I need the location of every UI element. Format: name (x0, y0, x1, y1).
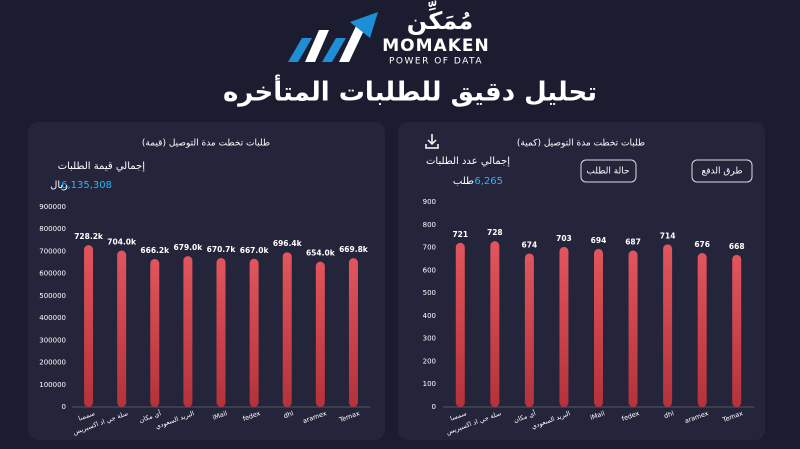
y-tick-label: 400 (423, 312, 436, 320)
kpi-value: 6,265 (474, 176, 503, 187)
bar (249, 258, 259, 407)
bar (282, 252, 292, 407)
kpi-label: إجمالي عدد الطلبات (426, 156, 510, 167)
bar (216, 257, 226, 407)
logo-tagline: POWER OF DATA (389, 57, 483, 67)
y-tick-label: 600000 (39, 270, 66, 278)
y-tick-label: 0 (432, 403, 436, 411)
panel (398, 122, 765, 440)
bar (628, 250, 638, 407)
chart-title: طلبات تخطت مدة التوصيل (كمية) (517, 139, 645, 149)
value-label: 668 (729, 242, 745, 251)
bar (732, 254, 742, 407)
filter-button[interactable] (691, 159, 753, 183)
bar (348, 258, 358, 407)
value-label: 679.0k (174, 243, 204, 252)
button-label[interactable]: طرق الدفع (701, 167, 742, 177)
download-icon[interactable] (425, 134, 439, 149)
value-label: 728 (487, 228, 503, 237)
bar (117, 250, 127, 407)
value-label: 669.8k (339, 245, 369, 254)
x-tick-label: dhl (282, 409, 294, 420)
value-label: 666.2k (140, 246, 170, 255)
y-tick-label: 900000 (39, 203, 66, 211)
page-title: تحليل دقيق للطلبات المتأخره (223, 75, 597, 108)
kpi-value: 6,135,308 (61, 180, 112, 191)
bar (524, 253, 534, 407)
y-tick-label: 800 (423, 221, 436, 229)
y-tick-label: 700 (423, 244, 436, 252)
kpi-label: إجمالي قيمة الطلبات (58, 161, 146, 172)
bar (490, 241, 500, 407)
value-label: 674 (522, 240, 538, 249)
value-label: 654.0k (306, 249, 336, 258)
bar (697, 253, 707, 407)
value-label: 696.4k (273, 239, 303, 248)
value-label: 687 (625, 238, 641, 247)
bar (315, 261, 325, 407)
y-tick-label: 100 (423, 380, 436, 388)
y-tick-label: 0 (62, 403, 66, 411)
y-tick-label: 700000 (39, 247, 66, 255)
y-tick-label: 300 (423, 335, 436, 343)
bar (594, 248, 603, 407)
y-tick-label: 500 (423, 289, 436, 297)
y-tick-label: 400000 (39, 314, 66, 322)
y-tick-label: 100000 (39, 381, 66, 389)
value-label: 704.0k (107, 238, 137, 247)
y-tick-label: 200000 (39, 359, 66, 367)
y-tick-label: 200 (423, 357, 436, 365)
y-tick-label: 600 (423, 266, 436, 274)
bar (150, 258, 160, 407)
value-label: 694 (591, 236, 607, 245)
y-tick-label: 800000 (39, 225, 66, 233)
bar (663, 244, 673, 407)
value-label: 667.0k (240, 246, 270, 255)
value-label: 721 (452, 230, 468, 239)
bar (183, 256, 193, 407)
value-label: 703 (556, 234, 572, 243)
y-tick-label: 300000 (39, 336, 66, 344)
bar (84, 245, 94, 407)
value-label: 676 (694, 240, 710, 249)
value-label: 728.2k (74, 232, 104, 241)
button-label[interactable]: حالة الطلب (586, 167, 629, 177)
logo-name: MOMAKEN (382, 36, 489, 56)
bar (559, 246, 569, 407)
y-tick-label: 500000 (39, 292, 66, 300)
x-tick-label: dhl (663, 409, 675, 420)
y-tick-label: 900 (423, 198, 436, 206)
value-label: 714 (660, 231, 676, 240)
filter-button[interactable] (580, 159, 637, 183)
kpi-unit: طلب (453, 176, 474, 187)
kpi-unit: ريال (50, 180, 68, 191)
chart-title: طلبات تخطت مدة التوصيل (قيمة) (142, 139, 270, 149)
logo (288, 12, 378, 62)
bar (455, 242, 465, 407)
value-label: 670.7k (207, 245, 237, 254)
